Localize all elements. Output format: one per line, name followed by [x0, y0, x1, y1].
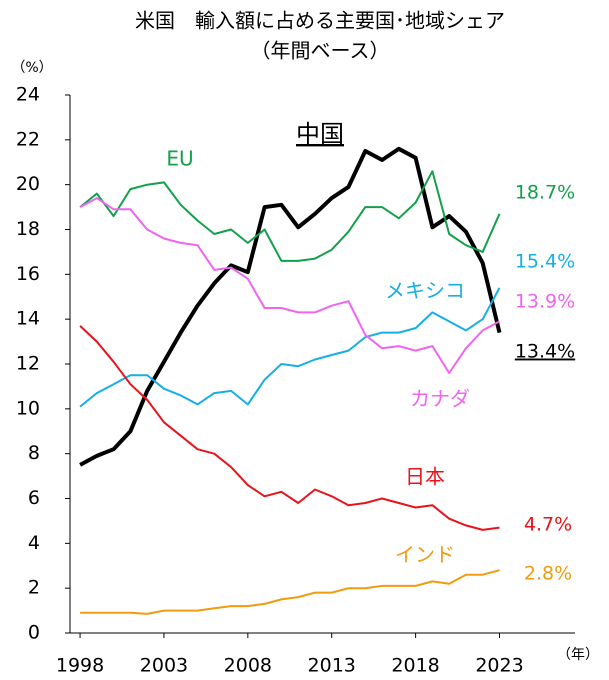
series-label: 中国 — [296, 120, 344, 148]
y-tick-label: 4 — [28, 532, 40, 554]
x-tick-label: 2003 — [140, 655, 188, 677]
y-unit: （%） — [11, 60, 52, 76]
y-tick-label: 24 — [16, 84, 40, 106]
y-tick-label: 2 — [28, 577, 40, 599]
y-tick-label: 14 — [16, 308, 40, 330]
y-tick-label: 8 — [28, 442, 40, 464]
value-label: 18.7% — [515, 182, 575, 204]
chart-subtitle: （年間ベース） — [251, 39, 390, 63]
series-line — [79, 197, 500, 374]
y-tick-label: 10 — [16, 397, 40, 419]
series-line — [79, 170, 501, 262]
value-label: 15.4% — [515, 251, 575, 273]
series-label: 日本 — [405, 465, 445, 489]
y-tick-label: 0 — [28, 622, 40, 644]
series-line — [79, 146, 502, 467]
x-tick-label: 2008 — [224, 655, 272, 677]
value-label: 13.9% — [515, 291, 575, 313]
y-tick-label: 18 — [16, 218, 40, 240]
series-label: EU — [166, 147, 193, 171]
x-tick-label: 2018 — [391, 655, 439, 677]
series-line — [79, 325, 500, 531]
x-tick-label: 2023 — [475, 655, 523, 677]
x-tick-label: 2013 — [308, 655, 356, 677]
y-tick-label: 6 — [28, 487, 40, 509]
series-line — [79, 287, 501, 408]
y-tick-label: 22 — [16, 128, 40, 150]
y-tick-label: 16 — [16, 263, 40, 285]
x-unit: （年） — [557, 647, 599, 663]
value-label: 4.7% — [524, 514, 572, 536]
series-label: メキシコ — [385, 279, 465, 303]
value-label: 13.4% — [515, 341, 575, 363]
x-tick-label: 1998 — [56, 655, 104, 677]
y-tick-label: 20 — [16, 173, 40, 195]
series-line — [80, 569, 500, 615]
series-label: インド — [395, 543, 455, 567]
series-label: カナダ — [410, 387, 470, 411]
y-tick-label: 12 — [16, 353, 40, 375]
chart-title: 米国 輸入額に占める主要国･地域シェア — [135, 9, 505, 33]
value-label: 2.8% — [524, 563, 572, 585]
